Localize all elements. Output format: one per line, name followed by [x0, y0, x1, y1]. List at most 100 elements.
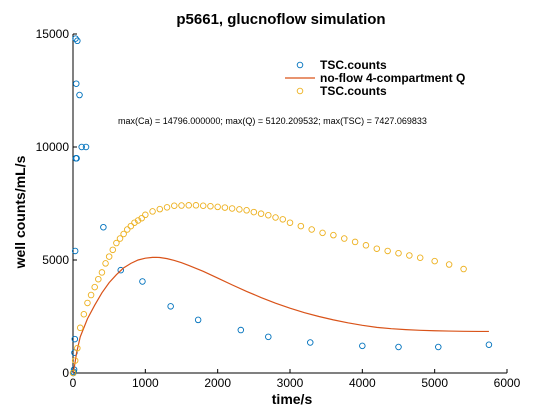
- series-2-point: [131, 219, 138, 226]
- x-tick-label: 4000: [349, 376, 376, 390]
- series-0-point: [485, 341, 493, 349]
- series-2-point: [395, 249, 402, 257]
- series-0-point: [265, 333, 272, 341]
- x-tick-label: 1000: [132, 376, 159, 390]
- series-2-point: [431, 257, 438, 265]
- series-0-point: [194, 316, 202, 324]
- y-tick-label: 0: [62, 366, 69, 380]
- series-2-point: [80, 310, 88, 318]
- series-2-point: [373, 245, 381, 252]
- series-0-point: [167, 303, 174, 310]
- series-0-point: [359, 342, 366, 350]
- series-2-point: [171, 202, 178, 210]
- x-axis-label: time/s: [272, 391, 313, 407]
- series-0-point: [72, 35, 79, 42]
- series-2-point: [185, 202, 192, 209]
- series-2-point: [199, 202, 207, 210]
- series-2-point: [91, 283, 98, 291]
- series-2-point: [71, 357, 79, 364]
- series-2-point: [178, 202, 185, 209]
- series-2-point: [120, 230, 127, 238]
- series-0-point: [307, 339, 314, 346]
- series-1-line: [72, 256, 489, 374]
- annotation-text: max(Ca) = 14796.000000; max(Q) = 5120.20…: [118, 116, 427, 126]
- series-2-point: [445, 261, 453, 268]
- series-0-point: [73, 155, 80, 162]
- series-2-point: [416, 254, 424, 261]
- series-2-point: [69, 369, 77, 377]
- series-2-point: [102, 260, 109, 267]
- series-2-point: [272, 214, 279, 221]
- series-2-point: [214, 203, 221, 211]
- series-2-point: [76, 324, 84, 332]
- y-axis-label: well counts/mL/s: [12, 155, 28, 269]
- series-2-point: [297, 222, 305, 230]
- series-2-point: [265, 211, 272, 219]
- chart-title: p5661, glucnoflow simulation: [176, 11, 385, 28]
- series-0-point: [237, 326, 245, 334]
- legend-entry-label: no-flow 4-compartment Q: [320, 71, 465, 85]
- series-2-point: [192, 202, 200, 209]
- series-2-point: [149, 208, 156, 215]
- series-2-point: [87, 291, 95, 299]
- x-tick-label: 5000: [421, 376, 448, 390]
- series-2-point: [142, 211, 149, 219]
- series-2-point: [243, 207, 250, 214]
- series-2-point: [127, 222, 135, 230]
- series-2-point: [308, 226, 315, 233]
- series-2-point: [156, 205, 164, 213]
- y-tick-label: 5000: [42, 253, 69, 267]
- x-tick-label: 0: [70, 376, 77, 390]
- series-0-point: [117, 266, 124, 274]
- series-2-point: [123, 226, 131, 233]
- series-0-point: [78, 143, 85, 151]
- legend-entry-label: TSC.counts: [320, 58, 387, 72]
- plot-area: 0 1000 2000 3000 4000 5000 6000 0 5000 10000 15000: [36, 27, 521, 390]
- series-2-point: [84, 299, 91, 307]
- series-0-point: [72, 80, 80, 87]
- series-2-point: [257, 210, 265, 217]
- series-2-point: [384, 247, 391, 255]
- series-2-point: [330, 231, 337, 239]
- series-2-point: [134, 217, 142, 224]
- series-2-point: [95, 275, 102, 283]
- series-0-point: [82, 143, 90, 151]
- series-0-point: [139, 278, 146, 285]
- x-tick-label: 2000: [204, 376, 231, 390]
- series-2-point: [116, 235, 124, 242]
- series-2-point: [236, 206, 243, 213]
- series-2-point: [279, 216, 287, 223]
- y-tick-label: 15000: [36, 27, 70, 41]
- series-2-point: [207, 202, 214, 210]
- series-0-point: [74, 37, 81, 45]
- series-2-point: [105, 253, 113, 260]
- series-0-point: [100, 223, 107, 231]
- series-2-point: [138, 214, 145, 222]
- series-0-point: [395, 343, 402, 351]
- series-2-point: [98, 269, 106, 276]
- series-0-point: [76, 91, 83, 99]
- series-2-point: [341, 235, 348, 242]
- series-2-point: [109, 246, 117, 254]
- x-tick-label: 6000: [494, 376, 521, 390]
- series-0-point: [435, 343, 442, 351]
- series-2-point: [362, 242, 370, 249]
- series-2-point: [163, 204, 171, 211]
- series-2-point: [286, 219, 294, 226]
- series-2-point: [460, 265, 467, 273]
- series-2-point: [228, 205, 236, 212]
- legend-marker-swatch: [296, 87, 304, 95]
- series-0-point: [71, 349, 78, 356]
- series-2-point: [406, 252, 413, 259]
- series-2-point: [221, 204, 229, 211]
- series-2-point: [113, 239, 120, 247]
- series-0-point: [71, 335, 79, 343]
- x-tick-label: 3000: [277, 376, 304, 390]
- legend-entry-label: TSC.counts: [320, 84, 387, 98]
- series-2-point: [250, 208, 258, 216]
- y-tick-label: 10000: [36, 140, 70, 154]
- series-2-point: [74, 344, 81, 352]
